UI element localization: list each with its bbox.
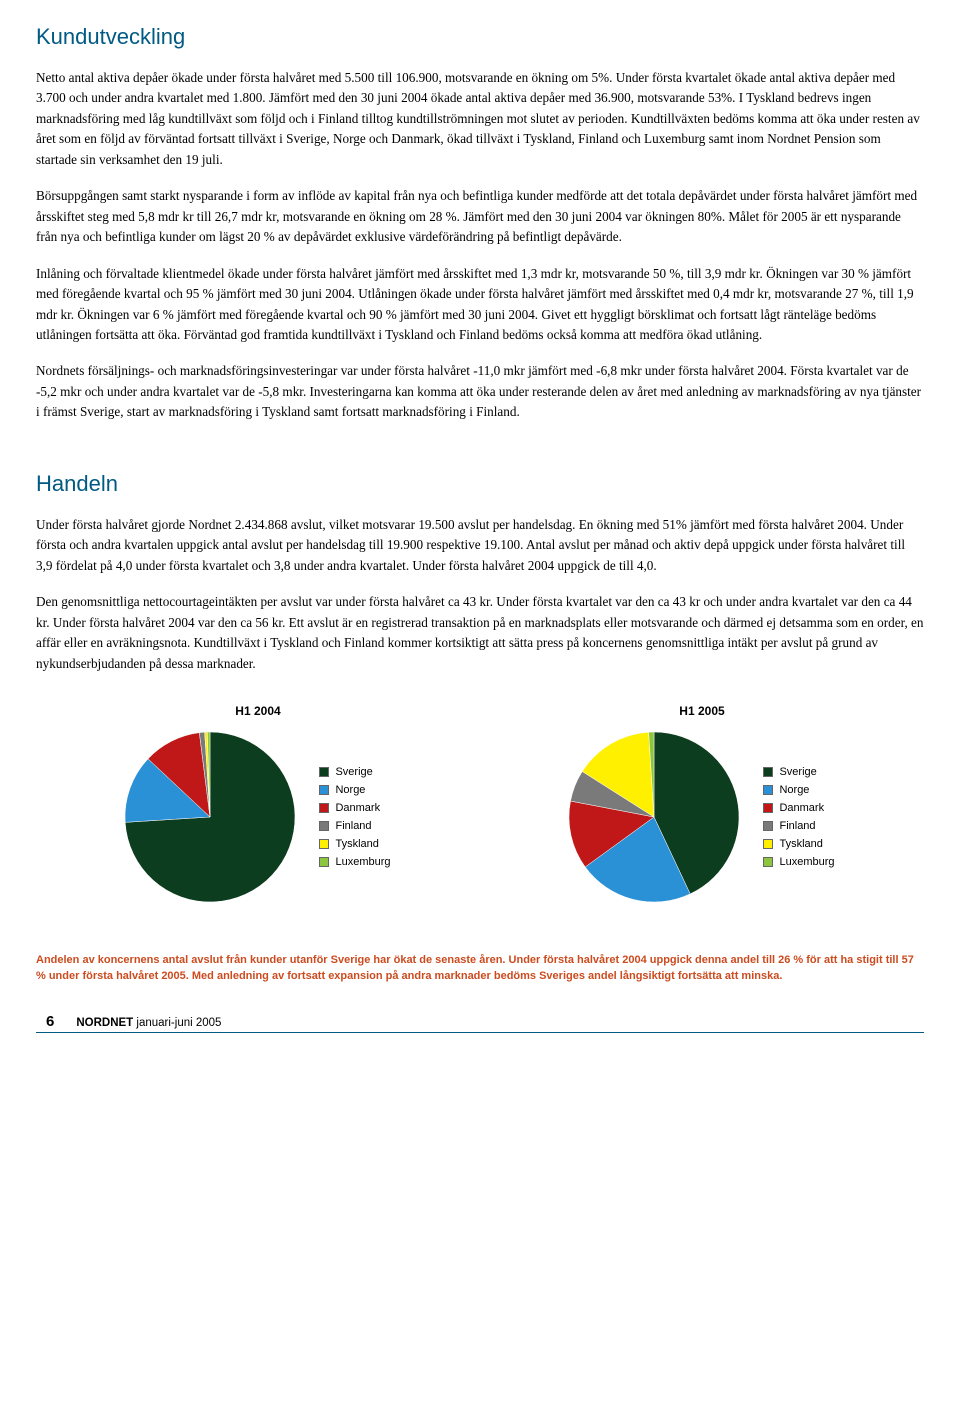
legend-item: Finland xyxy=(319,820,390,832)
chart-legend: Sverige Norge Danmark Finland Tyskland Luxemb… xyxy=(319,766,390,868)
legend-swatch xyxy=(319,785,329,795)
legend-item: Finland xyxy=(763,820,834,832)
legend-swatch xyxy=(763,857,773,867)
page-number: 6 xyxy=(46,1013,54,1030)
legend-swatch xyxy=(319,767,329,777)
legend-swatch xyxy=(319,839,329,849)
pie-svg xyxy=(125,732,295,902)
legend-swatch xyxy=(319,821,329,831)
legend-item: Tyskland xyxy=(319,838,390,850)
legend-item: Luxemburg xyxy=(319,856,390,868)
pie-chart-h1-2004: H1 2004 Sverige Norge Danmark Finland Tyskla… xyxy=(125,704,390,902)
legend-item: Norge xyxy=(319,784,390,796)
legend-label: Tyskland xyxy=(335,838,378,850)
chart-title: H1 2004 xyxy=(235,704,280,718)
legend-swatch xyxy=(763,821,773,831)
legend-item: Sverige xyxy=(763,766,834,778)
legend-label: Finland xyxy=(335,820,371,832)
legend-item: Tyskland xyxy=(763,838,834,850)
legend-swatch xyxy=(763,803,773,813)
paragraph: Den genomsnittliga nettocourtageintäkten… xyxy=(36,592,924,674)
legend-swatch xyxy=(763,767,773,777)
chart-title: H1 2005 xyxy=(679,704,724,718)
paragraph: Under första halvåret gjorde Nordnet 2.4… xyxy=(36,515,924,576)
legend-label: Norge xyxy=(779,784,809,796)
legend-label: Luxemburg xyxy=(335,856,390,868)
legend-label: Norge xyxy=(335,784,365,796)
paragraph: Börsuppgången samt starkt nysparande i f… xyxy=(36,186,924,247)
footer-text: NORDNET januari-juni 2005 xyxy=(76,1017,221,1029)
legend-item: Norge xyxy=(763,784,834,796)
paragraph: Nordnets försäljnings- och marknadsförin… xyxy=(36,361,924,422)
charts-container: H1 2004 Sverige Norge Danmark Finland Tyskla… xyxy=(36,704,924,902)
legend-label: Sverige xyxy=(335,766,372,778)
legend-item: Sverige xyxy=(319,766,390,778)
legend-swatch xyxy=(763,785,773,795)
chart-legend: Sverige Norge Danmark Finland Tyskland Luxemb… xyxy=(763,766,834,868)
legend-label: Tyskland xyxy=(779,838,822,850)
pie-chart-h1-2005: H1 2005 Sverige Norge Danmark Finland Tyskla… xyxy=(569,704,834,902)
legend-swatch xyxy=(763,839,773,849)
legend-item: Danmark xyxy=(763,802,834,814)
legend-label: Danmark xyxy=(335,802,380,814)
section-title-handeln: Handeln xyxy=(36,471,924,497)
chart-footnote: Andelen av koncernens antal avslut från … xyxy=(36,952,924,985)
legend-label: Sverige xyxy=(779,766,816,778)
legend-label: Danmark xyxy=(779,802,824,814)
legend-swatch xyxy=(319,803,329,813)
paragraph: Inlåning och förvaltade klientmedel ökad… xyxy=(36,264,924,346)
paragraph: Netto antal aktiva depåer ökade under fö… xyxy=(36,68,924,170)
legend-item: Luxemburg xyxy=(763,856,834,868)
legend-label: Luxemburg xyxy=(779,856,834,868)
legend-label: Finland xyxy=(779,820,815,832)
page-footer: 6 NORDNET januari-juni 2005 xyxy=(36,1013,924,1033)
section-title-kundutveckling: Kundutveckling xyxy=(36,24,924,50)
pie-svg xyxy=(569,732,739,902)
legend-item: Danmark xyxy=(319,802,390,814)
legend-swatch xyxy=(319,857,329,867)
